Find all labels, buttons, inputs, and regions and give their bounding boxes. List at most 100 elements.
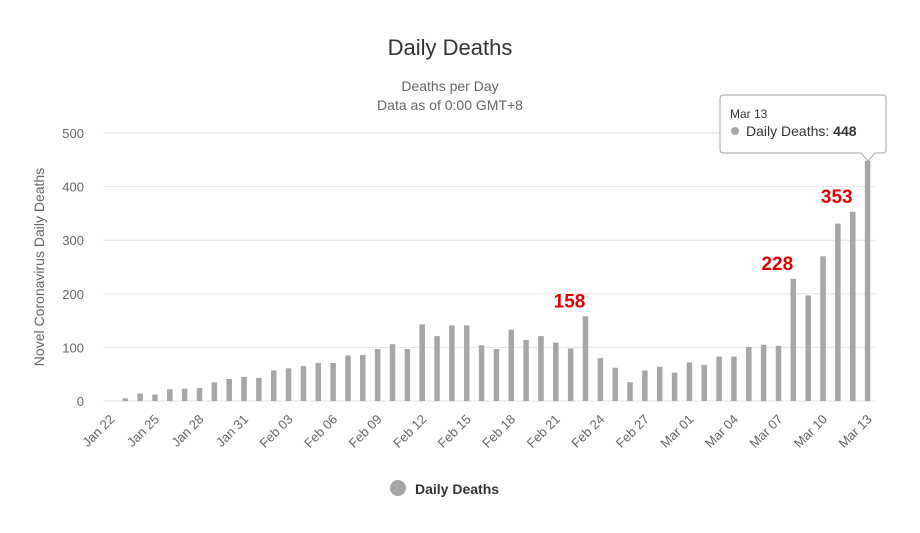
bar[interactable]: [835, 223, 841, 401]
y-tick-label: 500: [62, 126, 84, 141]
x-tick-label: Feb 09: [346, 412, 385, 451]
data-label: 228: [761, 254, 793, 275]
tooltip-value: 448: [833, 123, 857, 139]
x-tick-label: Mar 13: [835, 412, 874, 451]
legend[interactable]: Daily Deaths: [390, 480, 499, 497]
x-tick-label: Jan 22: [79, 412, 117, 450]
x-tick-label: Feb 06: [301, 412, 340, 451]
bar[interactable]: [686, 362, 693, 401]
bar[interactable]: [775, 345, 782, 401]
bar[interactable]: [582, 316, 589, 401]
bar[interactable]: [597, 358, 604, 401]
x-tick-label: Feb 21: [524, 412, 563, 451]
bar[interactable]: [627, 382, 633, 401]
x-tick-label: Jan 28: [168, 412, 206, 450]
grid-lines: [103, 132, 875, 402]
legend-marker[interactable]: [390, 480, 406, 496]
bar[interactable]: [419, 324, 425, 401]
bar[interactable]: [553, 342, 559, 401]
bar[interactable]: [404, 349, 411, 401]
tooltip-date: Mar 13: [730, 107, 768, 121]
y-tick-label: 0: [77, 394, 84, 409]
x-tick-label: Feb 27: [613, 412, 652, 451]
data-annotations: 158 228 353: [554, 187, 853, 313]
bar[interactable]: [256, 377, 262, 401]
y-tick-label: 300: [62, 233, 84, 248]
y-tick-labels: 0 100 200 300 400 500: [62, 126, 84, 409]
tooltip-box: [719, 94, 887, 154]
bar[interactable]: [790, 278, 797, 401]
bar[interactable]: [330, 362, 336, 401]
bar[interactable]: [137, 393, 143, 402]
x-tick-labels: Jan 22 Jan 25 Jan 28 Jan 31 Feb 03 Feb 06 Feb …: [79, 412, 874, 451]
bars: [122, 160, 871, 402]
legend-label[interactable]: Daily Deaths: [415, 481, 499, 497]
y-tick-label: 400: [62, 180, 84, 195]
bar[interactable]: [449, 325, 455, 401]
data-label: 158: [554, 291, 586, 312]
bar[interactable]: [656, 366, 663, 401]
bar[interactable]: [538, 336, 544, 401]
bar[interactable]: [345, 355, 351, 401]
bar[interactable]: [849, 211, 856, 401]
x-tick-label: Feb 24: [568, 412, 607, 451]
tooltip-pointer: [860, 152, 876, 162]
bar[interactable]: [642, 370, 648, 401]
bar[interactable]: [122, 398, 129, 401]
bar[interactable]: [226, 379, 232, 401]
bar[interactable]: [864, 160, 871, 401]
x-tick-label: Jan 31: [213, 412, 251, 450]
chart-subtitle-line-1: Deaths per Day: [401, 78, 498, 94]
bar[interactable]: [820, 256, 826, 401]
bar[interactable]: [478, 345, 485, 401]
bar[interactable]: [389, 344, 396, 401]
tooltip: Mar 13 Daily Deaths: 448: [719, 94, 887, 162]
bar[interactable]: [360, 354, 366, 401]
x-tick-label: Mar 07: [746, 412, 785, 451]
bar[interactable]: [746, 346, 752, 401]
x-tick-label: Feb 03: [256, 412, 295, 451]
bar[interactable]: [612, 367, 618, 401]
bar[interactable]: [508, 329, 515, 401]
bar[interactable]: [463, 325, 470, 401]
data-label: 353: [821, 187, 853, 208]
bar[interactable]: [315, 362, 322, 401]
x-tick-label: Jan 25: [124, 412, 162, 450]
x-tick-label: Feb 12: [390, 412, 429, 451]
x-tick-label: Mar 10: [791, 412, 830, 451]
bar[interactable]: [167, 389, 173, 401]
x-tick-label: Mar 04: [702, 412, 741, 451]
bar[interactable]: [285, 368, 292, 401]
bar[interactable]: [671, 372, 678, 401]
bar[interactable]: [701, 365, 708, 401]
tooltip-series-marker: [731, 127, 739, 135]
tooltip-series-name: Daily Deaths: [746, 123, 825, 139]
tooltip-series-line: Daily Deaths: 448: [746, 123, 857, 139]
bar[interactable]: [270, 370, 277, 401]
bar[interactable]: [760, 344, 767, 401]
chart-subtitle-line-2: Data as of 0:00 GMT+8: [377, 97, 523, 113]
bar[interactable]: [523, 339, 529, 401]
bar[interactable]: [493, 349, 500, 401]
chart-title: Daily Deaths: [388, 35, 513, 60]
bar[interactable]: [211, 382, 218, 401]
y-tick-label: 100: [62, 340, 84, 355]
bar[interactable]: [181, 388, 188, 401]
bar[interactable]: [805, 295, 811, 401]
y-tick-label: 200: [62, 287, 84, 302]
bar[interactable]: [716, 356, 722, 401]
bar[interactable]: [196, 388, 203, 401]
bar[interactable]: [241, 376, 247, 401]
bar[interactable]: [152, 394, 158, 401]
bar[interactable]: [731, 356, 737, 401]
y-axis-label: Novel Coronavirus Daily Deaths: [31, 168, 47, 366]
bar[interactable]: [374, 349, 381, 401]
bar[interactable]: [434, 336, 440, 401]
bar[interactable]: [567, 348, 574, 401]
x-tick-label: Mar 01: [657, 412, 696, 451]
x-tick-label: Feb 18: [479, 412, 518, 451]
x-tick-label: Feb 15: [435, 412, 474, 451]
bar[interactable]: [300, 366, 307, 401]
